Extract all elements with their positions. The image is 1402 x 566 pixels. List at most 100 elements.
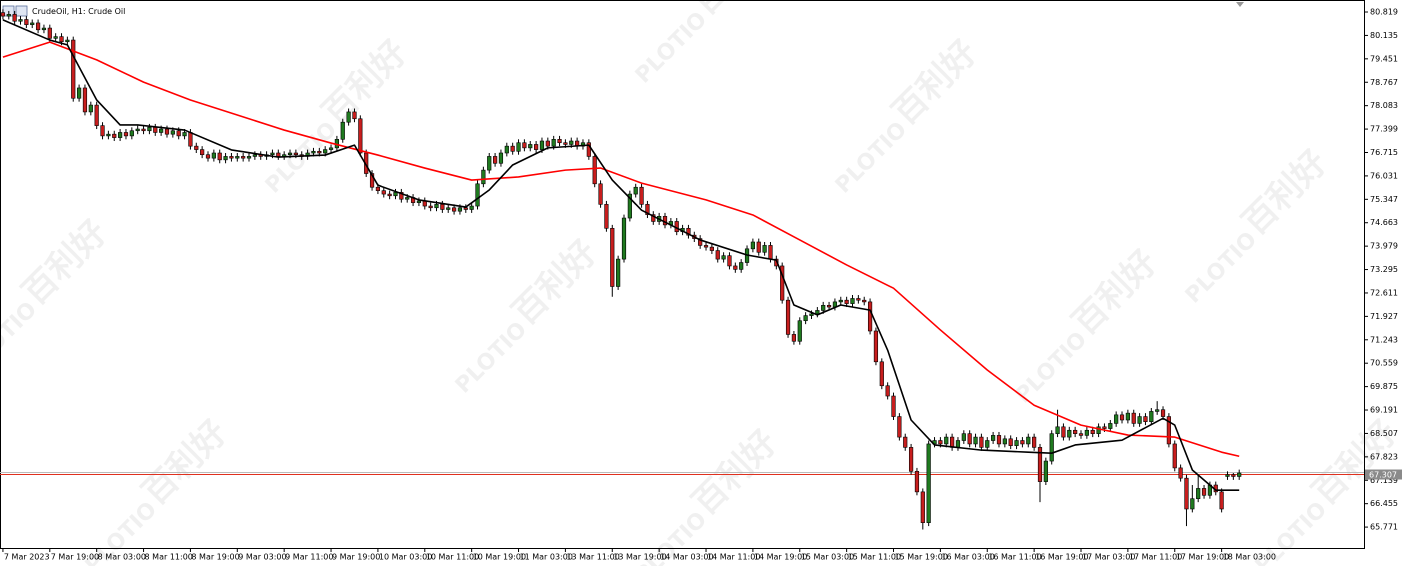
x-tick-label: 10 Mar 11:00: [426, 553, 479, 562]
candle-body: [727, 255, 732, 267]
candle-body: [428, 205, 433, 209]
candle-body: [621, 217, 627, 260]
candle-body: [780, 265, 785, 301]
shift-marker: [1236, 2, 1244, 7]
candle-body: [1231, 474, 1236, 477]
candle-body: [358, 118, 363, 154]
candle-body: [996, 435, 1002, 445]
candle-body: [838, 299, 843, 303]
candle-body: [1143, 416, 1148, 422]
y-tick-label: 70.559: [1370, 359, 1398, 368]
candle-body: [328, 147, 334, 150]
candle-body: [903, 436, 908, 448]
y-tick-label: 73.979: [1370, 242, 1398, 251]
candle-body: [416, 200, 422, 203]
candle-body: [287, 152, 293, 156]
candle-body: [469, 205, 474, 210]
candle-body: [82, 87, 88, 113]
candle-body: [252, 154, 257, 157]
candle-body: [985, 440, 990, 448]
candle-body: [914, 471, 920, 493]
candle-body: [487, 156, 492, 171]
candle-body: [440, 204, 445, 210]
candle-body: [223, 156, 228, 161]
x-tick-label: 11 Mar 03:00: [520, 553, 573, 562]
candle-body: [1020, 440, 1025, 445]
candle-body: [850, 298, 855, 304]
candle-body: [270, 152, 275, 156]
symbol-icon: [15, 5, 28, 17]
candle-body: [463, 207, 468, 210]
candle-body: [1119, 414, 1125, 421]
candle-body: [703, 245, 709, 248]
candle-body: [534, 144, 539, 150]
y-tick-label: 80.135: [1370, 31, 1398, 40]
candle-body: [1160, 409, 1166, 417]
candle-body: [610, 228, 615, 287]
x-tick-label: 10 Mar 19:00: [473, 553, 526, 562]
y-tick-label: 78.083: [1370, 101, 1398, 110]
candle-body: [750, 241, 755, 250]
candle-body: [451, 207, 457, 212]
y-tick-label: 68.507: [1370, 429, 1398, 438]
candle-body: [1102, 426, 1107, 429]
x-tick-label: 8 Mar 19:00: [191, 553, 239, 562]
candle-body: [1155, 409, 1160, 412]
candle-body: [1201, 488, 1207, 496]
candle-body: [879, 361, 884, 387]
candle-body: [106, 133, 111, 137]
candle-body: [955, 440, 961, 448]
candle-body: [1032, 436, 1037, 448]
candle-body: [153, 127, 158, 133]
candle-body: [76, 87, 82, 99]
candle-body: [1137, 416, 1142, 424]
candle-body: [885, 385, 890, 397]
candle-body: [516, 142, 521, 152]
x-tick-label: 14 Mar 19:00: [754, 553, 807, 562]
candle-body: [129, 130, 134, 137]
candle-body: [715, 250, 720, 260]
candle-body: [393, 192, 398, 197]
y-tick-label: 71.243: [1370, 335, 1398, 344]
candle-body: [739, 262, 744, 270]
candle-body: [1108, 423, 1113, 429]
x-tick-label: 17 Mar 11:00: [1129, 553, 1182, 562]
y-tick-label: 72.611: [1370, 288, 1398, 297]
candle-body: [1043, 460, 1048, 482]
candle-body: [246, 156, 252, 159]
candle-body: [229, 156, 234, 159]
candle-body: [569, 140, 574, 145]
x-tick-label: 14 Mar 03:00: [660, 553, 713, 562]
candle-body: [844, 299, 849, 304]
candle-body: [551, 139, 556, 147]
y-tick-label: 75.347: [1370, 195, 1398, 204]
candle-body: [1049, 433, 1054, 462]
x-tick-label: 15 Mar 03:00: [801, 553, 854, 562]
x-tick-label: 16 Mar 03:00: [941, 553, 994, 562]
y-tick-label: 69.875: [1370, 382, 1398, 391]
candle-body: [200, 149, 205, 156]
candle-body: [369, 173, 375, 188]
candle-body: [176, 130, 181, 137]
candle-body: [973, 436, 978, 445]
candle-body: [961, 433, 966, 441]
candle-body: [1078, 433, 1084, 436]
candle-body: [686, 228, 691, 236]
candle-body: [6, 14, 11, 17]
chart-title: CrudeOil, H1: Crude Oil: [32, 7, 125, 16]
candle-body: [118, 132, 123, 138]
candle-body: [1196, 488, 1201, 500]
price-tag: [1365, 469, 1402, 480]
moving-average: [2, 41, 1240, 458]
candle-body: [311, 150, 316, 154]
candle-body: [317, 150, 322, 154]
candle-body: [785, 299, 791, 335]
candle-body: [346, 111, 351, 123]
candle-body: [1178, 467, 1183, 479]
candle-body: [135, 128, 140, 132]
y-tick-label: 65.771: [1370, 523, 1398, 532]
candle-body: [1219, 491, 1224, 510]
moving-average: [2, 19, 1240, 491]
candle-body: [979, 436, 984, 448]
candle-body: [241, 156, 246, 159]
